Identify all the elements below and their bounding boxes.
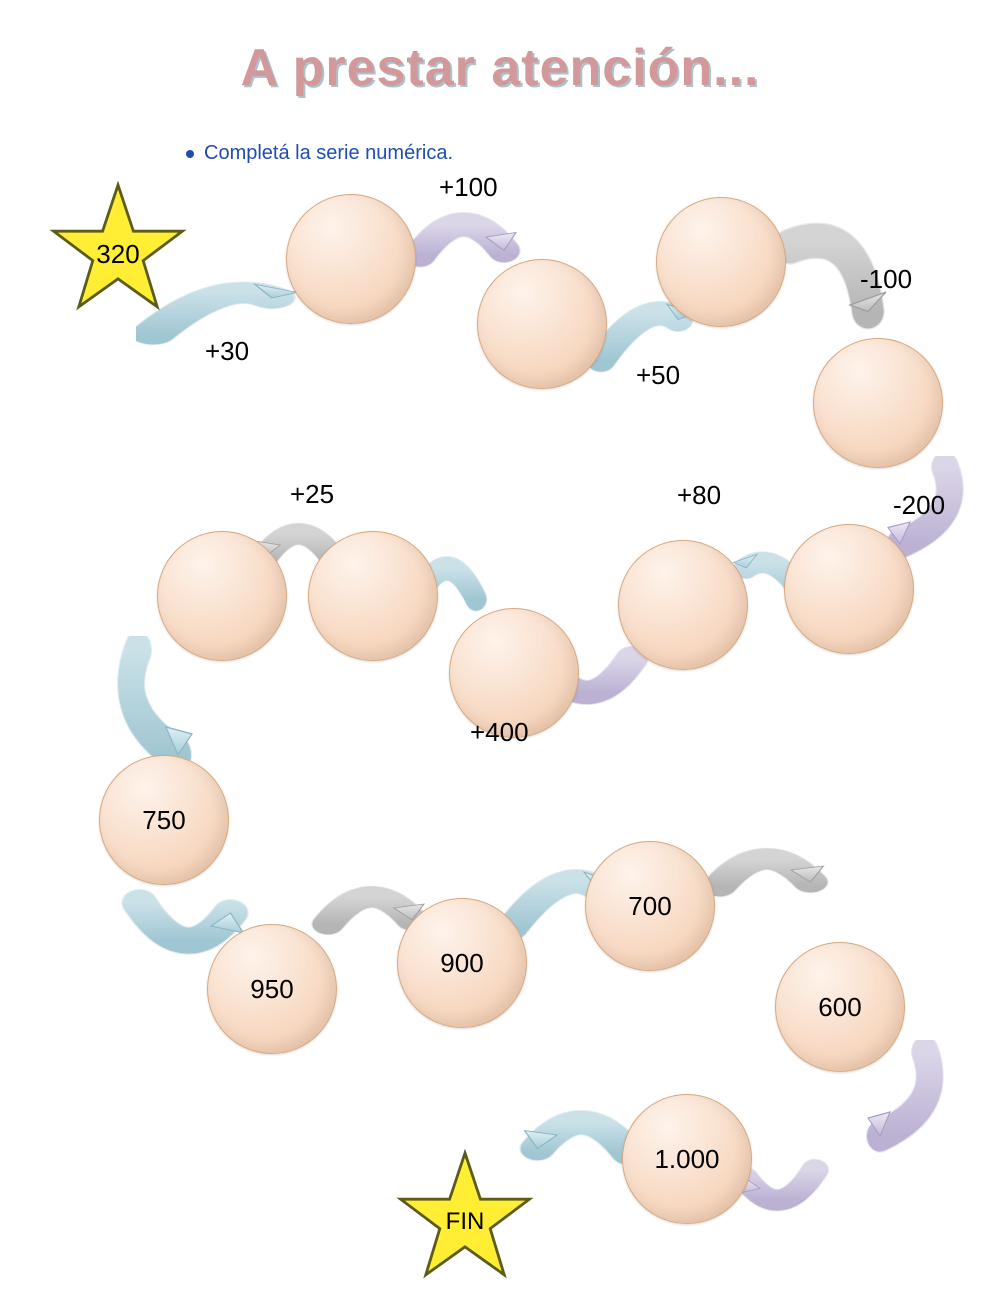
c2[interactable] bbox=[477, 259, 607, 389]
op7: +400 bbox=[470, 717, 529, 748]
c12: 900 bbox=[397, 898, 527, 1028]
c8[interactable] bbox=[308, 531, 438, 661]
a14-arrow-icon bbox=[700, 830, 830, 910]
a2-arrow-icon bbox=[402, 192, 522, 282]
end-star: FIN bbox=[395, 1146, 535, 1286]
instruction-row: Completá la serie numérica. bbox=[186, 142, 453, 165]
c10: 750 bbox=[99, 755, 229, 885]
op3: +50 bbox=[636, 360, 680, 391]
op2: +100 bbox=[439, 172, 498, 203]
c11: 950 bbox=[207, 924, 337, 1054]
c4[interactable] bbox=[813, 338, 943, 468]
c3[interactable] bbox=[656, 197, 786, 327]
c15: 1.000 bbox=[622, 1094, 752, 1224]
c13: 700 bbox=[585, 841, 715, 971]
op4: -100 bbox=[860, 264, 912, 295]
start-star: 320 bbox=[48, 178, 188, 318]
instruction-text: Completá la serie numérica. bbox=[204, 142, 453, 165]
c1[interactable] bbox=[286, 194, 416, 324]
page-title: A prestar atención... bbox=[0, 38, 1000, 98]
op1: +30 bbox=[205, 336, 249, 367]
c9[interactable] bbox=[157, 531, 287, 661]
c5[interactable] bbox=[784, 524, 914, 654]
op6: +80 bbox=[677, 480, 721, 511]
bullet-icon bbox=[186, 150, 194, 158]
op8: +25 bbox=[290, 479, 334, 510]
c6[interactable] bbox=[618, 540, 748, 670]
c14: 600 bbox=[775, 942, 905, 1072]
op5: -200 bbox=[893, 490, 945, 521]
